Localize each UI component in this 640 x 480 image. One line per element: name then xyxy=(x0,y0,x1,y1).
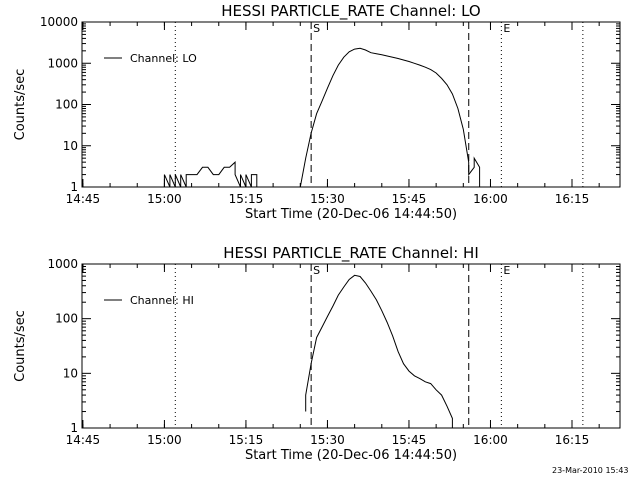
x-tick-label: 16:15 xyxy=(555,433,590,447)
y-tick-label: 100 xyxy=(55,98,78,112)
footer-timestamp: 23-Mar-2010 15:43 xyxy=(552,466,629,475)
x-tick-label: 15:30 xyxy=(310,192,345,206)
marker-label: S xyxy=(313,264,320,277)
series-line xyxy=(299,47,481,188)
y-tick-label: 10 xyxy=(63,366,78,380)
y-tick-label: 1000 xyxy=(47,257,78,271)
chart-title: HESSI PARTICLE_RATE Channel: LO xyxy=(221,2,480,21)
series-line xyxy=(163,161,258,188)
x-tick-label: 16:15 xyxy=(555,192,590,206)
x-tick-label: 15:15 xyxy=(229,433,264,447)
y-tick-label: 10000 xyxy=(40,15,78,29)
y-tick-label: 100 xyxy=(55,312,78,326)
series-line xyxy=(305,274,453,428)
lo-channel-panel: HESSI PARTICLE_RATE Channel: LO 1 10 100 100… xyxy=(13,2,621,222)
x-tick-label: 15:00 xyxy=(147,192,182,206)
legend-entry: Channel: HI xyxy=(130,294,194,307)
legend-entry: Channel: LO xyxy=(130,52,197,65)
x-tick-label: 15:45 xyxy=(392,192,427,206)
y-tick-label: 1 xyxy=(70,180,78,194)
x-tick-label: 16:00 xyxy=(473,192,508,206)
y-axis-label: Counts/sec xyxy=(13,69,28,141)
y-tick-label: 10 xyxy=(63,139,78,153)
marker-label: E xyxy=(503,264,510,277)
x-tick-label: 14:45 xyxy=(66,192,101,206)
x-tick-label: 16:00 xyxy=(473,433,508,447)
hi-channel-panel: HESSI PARTICLE_RATE Channel: HI 1 10 100 100… xyxy=(13,244,621,463)
chart-title: HESSI PARTICLE_RATE Channel: HI xyxy=(223,244,479,263)
x-tick-label: 15:45 xyxy=(392,433,427,447)
x-axis-label: Start Time (20-Dec-06 14:44:50) xyxy=(245,207,457,222)
axes-frame xyxy=(81,21,621,188)
axes-frame xyxy=(81,263,621,429)
y-tick-label: 1 xyxy=(70,421,78,435)
x-axis-label: Start Time (20-Dec-06 14:44:50) xyxy=(245,448,457,463)
marker-label: E xyxy=(503,22,510,35)
x-tick-label: 15:15 xyxy=(229,192,264,206)
marker-label: S xyxy=(313,22,320,35)
y-tick-label: 1000 xyxy=(47,56,78,70)
x-tick-label: 15:30 xyxy=(310,433,345,447)
x-tick-label: 14:45 xyxy=(66,433,101,447)
x-tick-label: 15:00 xyxy=(147,433,182,447)
y-axis-label: Counts/sec xyxy=(13,310,28,382)
